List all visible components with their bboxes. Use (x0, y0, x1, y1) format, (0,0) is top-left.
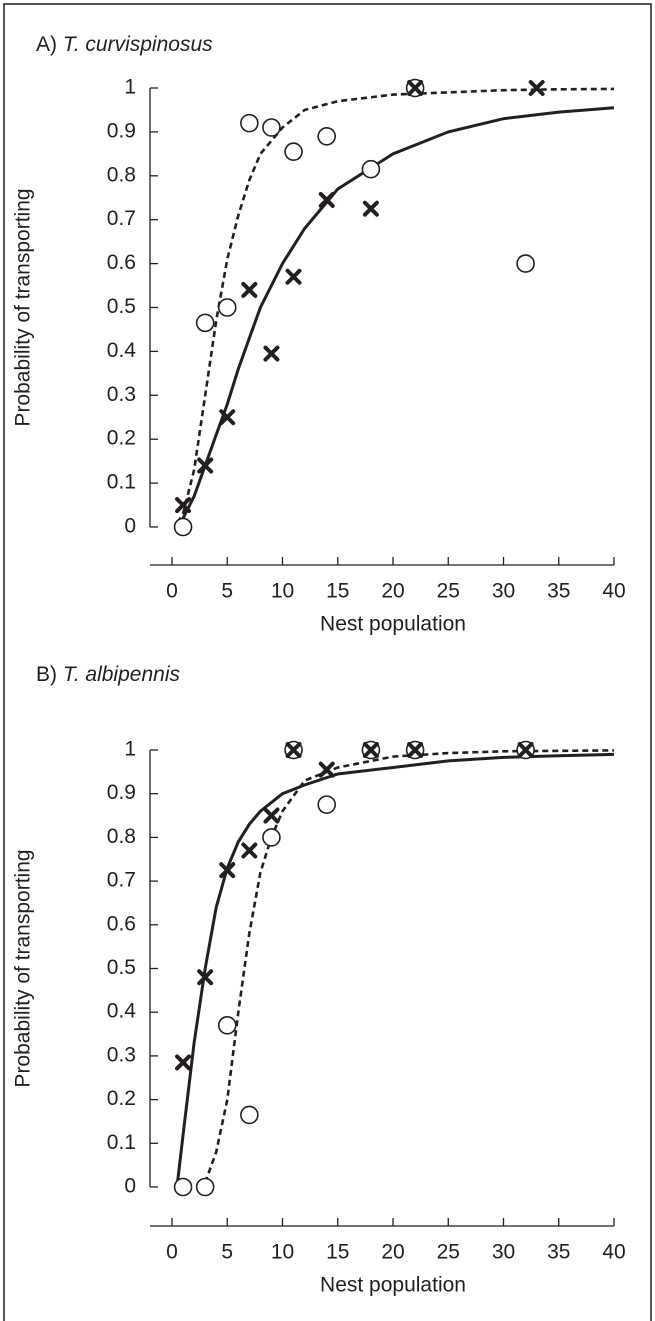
x-tick-label: 20 (381, 580, 404, 603)
y-tick-label: 1 (124, 738, 136, 761)
species-name: T. curvispinosus (63, 33, 213, 56)
y-tick-label: 0.2 (107, 1087, 136, 1110)
x-tick-label: 5 (221, 1241, 233, 1264)
circle-point (284, 142, 303, 161)
fit-curve (176, 106, 615, 526)
x-tick-label: 40 (602, 580, 625, 603)
x-tick-label: 5 (221, 580, 233, 603)
circle-point (240, 1105, 259, 1125)
cross-point (318, 761, 335, 778)
y-tick-label: 0.3 (107, 1043, 136, 1066)
circle-point (361, 159, 381, 179)
cross-point (517, 742, 534, 758)
y-tick-label: 0.8 (107, 163, 136, 186)
cross-point (263, 807, 280, 824)
x-axis-title: Nest population (320, 613, 466, 636)
y-tick-label: 0.9 (107, 119, 136, 142)
x-tick-label: 10 (271, 580, 294, 603)
y-axis-title: Probability of transporting (12, 849, 35, 1087)
circle-point (240, 113, 259, 133)
x-tick-label: 25 (437, 1241, 460, 1264)
x-tick-label: 0 (166, 1241, 178, 1264)
cross-point (175, 497, 192, 514)
y-tick-label: 1 (124, 76, 136, 99)
x-tick-label: 15 (326, 1241, 349, 1264)
y-tick-label: 0.6 (107, 251, 136, 274)
circle-point (195, 1177, 215, 1197)
panel-title: B) T. albipennis (36, 663, 180, 686)
circle-point (317, 126, 337, 146)
cross-point (528, 80, 545, 96)
fit-curve (203, 749, 615, 1184)
x-tick-label: 40 (602, 1241, 625, 1264)
cross-point (407, 80, 424, 96)
y-tick-label: 0.2 (107, 427, 136, 450)
cross-point (362, 200, 379, 217)
cross-point (197, 969, 214, 986)
circle-point (317, 795, 337, 814)
y-tick-label: 0.8 (107, 825, 136, 848)
fit-curve (176, 87, 615, 524)
x-tick-label: 35 (547, 1241, 570, 1264)
y-tick-label: 0.5 (107, 956, 136, 979)
y-tick-label: 0.3 (107, 383, 136, 406)
circle-point (173, 517, 193, 537)
y-tick-label: 0.4 (107, 339, 137, 362)
x-tick-label: 30 (492, 1241, 515, 1264)
circle-point (516, 254, 535, 273)
cross-point (263, 345, 280, 362)
x-tick-label: 0 (166, 580, 178, 603)
y-tick-label: 0.1 (107, 1131, 136, 1154)
y-axis-title: Probability of transporting (12, 188, 35, 426)
cross-point (197, 457, 214, 474)
x-tick-label: 10 (271, 1241, 294, 1264)
cross-point (175, 1054, 192, 1071)
x-tick-label: 30 (492, 580, 515, 603)
cross-point (362, 742, 379, 758)
x-tick-label: 25 (437, 580, 460, 603)
y-tick-label: 0 (124, 1175, 136, 1198)
y-tick-label: 0.4 (107, 1000, 137, 1023)
cross-point (285, 268, 302, 285)
y-tick-label: 0.5 (107, 295, 136, 318)
circle-point (195, 313, 215, 333)
x-tick-label: 20 (381, 1241, 404, 1264)
y-tick-label: 0 (124, 515, 136, 538)
x-axis-title: Nest population (320, 1274, 466, 1297)
panel-label: A) (36, 33, 57, 56)
cross-point (318, 191, 335, 208)
cross-point (241, 281, 258, 298)
circle-point (262, 828, 281, 847)
y-tick-label: 0.7 (107, 869, 136, 892)
cross-point (407, 742, 424, 758)
cross-point (219, 409, 236, 426)
frame (3, 3, 652, 1321)
y-tick-label: 0.7 (107, 207, 136, 230)
circle-point (262, 118, 281, 137)
species-name: T. albipennis (63, 663, 181, 686)
panel-label: B) (36, 663, 57, 686)
circle-point (217, 1016, 237, 1035)
x-tick-label: 15 (326, 580, 349, 603)
y-tick-label: 0.1 (107, 471, 136, 494)
cross-point (241, 842, 258, 859)
x-tick-label: 35 (547, 580, 570, 603)
y-tick-label: 0.9 (107, 781, 136, 804)
panel-title: A) T. curvispinosus (36, 33, 213, 56)
cross-point (285, 742, 302, 758)
cross-point (219, 862, 236, 879)
fit-curve (176, 752, 615, 1183)
circle-point (217, 298, 237, 317)
y-tick-label: 0.6 (107, 912, 136, 935)
circle-point (173, 1177, 193, 1197)
